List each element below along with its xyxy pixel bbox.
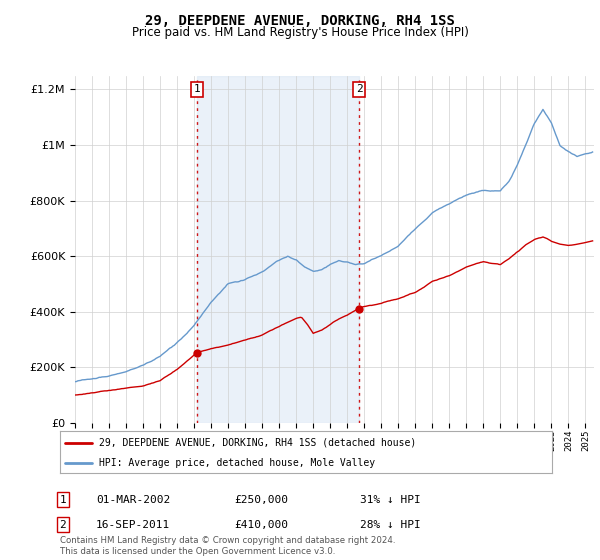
Text: 01-MAR-2002: 01-MAR-2002 [96, 494, 170, 505]
Text: 2: 2 [59, 520, 67, 530]
Text: 28% ↓ HPI: 28% ↓ HPI [360, 520, 421, 530]
Text: 29, DEEPDENE AVENUE, DORKING, RH4 1SS: 29, DEEPDENE AVENUE, DORKING, RH4 1SS [145, 14, 455, 28]
Text: 1: 1 [59, 494, 67, 505]
Text: 16-SEP-2011: 16-SEP-2011 [96, 520, 170, 530]
Text: £250,000: £250,000 [234, 494, 288, 505]
Bar [577, 76, 594, 423]
Text: Price paid vs. HM Land Registry's House Price Index (HPI): Price paid vs. HM Land Registry's House … [131, 26, 469, 39]
Bar [197, 76, 359, 423]
Text: £410,000: £410,000 [234, 520, 288, 530]
Text: HPI: Average price, detached house, Mole Valley: HPI: Average price, detached house, Mole… [100, 458, 376, 468]
Text: Contains HM Land Registry data © Crown copyright and database right 2024.
This d: Contains HM Land Registry data © Crown c… [60, 536, 395, 556]
Text: 2: 2 [356, 85, 363, 95]
Text: 1: 1 [194, 85, 200, 95]
Text: 31% ↓ HPI: 31% ↓ HPI [360, 494, 421, 505]
Text: 29, DEEPDENE AVENUE, DORKING, RH4 1SS (detached house): 29, DEEPDENE AVENUE, DORKING, RH4 1SS (d… [100, 438, 416, 448]
